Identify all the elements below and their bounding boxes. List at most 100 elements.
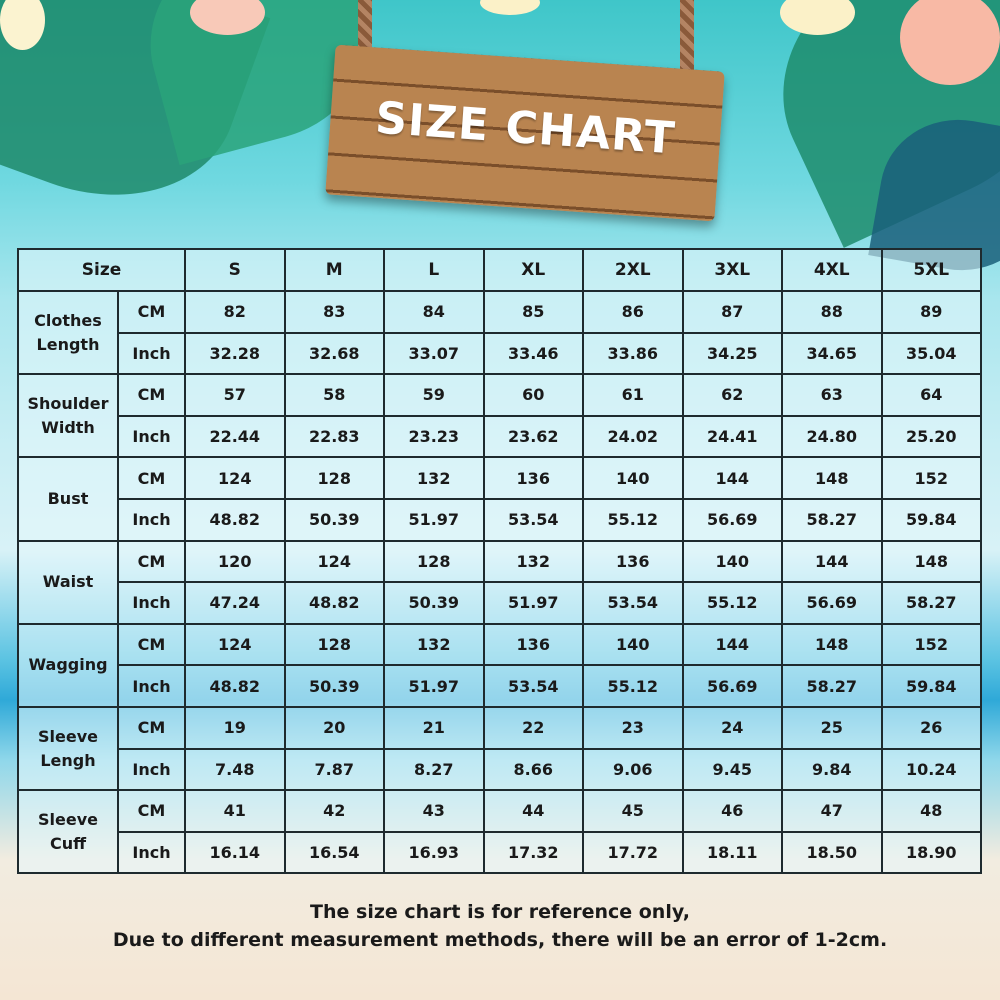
measurement-label-line: Shoulder (27, 393, 109, 413)
measurement-label: Waist (17, 539, 119, 625)
flower (190, 0, 265, 35)
table-cell: 23 (582, 705, 684, 750)
table-cell: 152 (880, 622, 982, 667)
table-cell: 24.80 (781, 414, 883, 459)
table-cell: 25 (781, 705, 883, 750)
table-cell: 47 (781, 789, 883, 833)
table-cell: 55.12 (582, 664, 684, 708)
unit-label: CM (117, 456, 186, 500)
table-cell: 58 (283, 373, 385, 417)
table-row: Inch 48.82 50.39 51.97 53.54 55.12 56.69 58.27 5… (18, 497, 982, 542)
unit-label: CM (117, 373, 186, 417)
header-row: Size S M L XL 2XL 3XL 4XL 5XL (17, 248, 982, 292)
table-cell: 53.54 (482, 664, 584, 708)
measurement-label: Wagging (17, 622, 119, 708)
table-cell: 59.84 (880, 664, 982, 708)
table-cell: 48.82 (283, 581, 385, 625)
table-cell: 46 (681, 789, 783, 833)
table-cell: 56.69 (681, 664, 783, 708)
table-cell: 22.83 (283, 414, 385, 459)
table-row: Bust CM 124 128 132 136 140 144 148 152 (17, 456, 982, 542)
table-row: Inch 48.82 50.39 51.97 53.54 55.12 56.69 58.27 5… (18, 664, 982, 708)
wooden-sign: SIZE CHART (325, 44, 725, 222)
table-cell: 82 (184, 290, 286, 334)
table-cell: 43 (383, 789, 485, 833)
table-cell: 16.93 (383, 830, 485, 875)
size-column-header: 2XL (582, 248, 684, 292)
table-cell: 24.02 (582, 414, 684, 459)
table-cell: 22 (482, 705, 584, 750)
table-cell: 148 (781, 622, 883, 667)
table-cell: 51.97 (383, 664, 485, 708)
table-cell: 128 (383, 539, 485, 584)
size-column-header: 3XL (681, 248, 783, 292)
table-cell: 132 (383, 456, 485, 500)
table-cell: 53.54 (582, 581, 684, 625)
flower (480, 0, 540, 15)
table-row: Shoulder Width CM 57 58 59 60 61 62 63 64 (17, 373, 982, 459)
table-cell: 9.06 (582, 747, 684, 792)
table-cell: 22.44 (184, 414, 286, 459)
size-chart-table: Size S M L XL 2XL 3XL 4XL 5XL Clothes Length CM 82 83… (17, 248, 982, 875)
table-cell: 16.54 (283, 830, 385, 875)
table-cell: 55.12 (582, 497, 684, 542)
table-cell: 50.39 (383, 581, 485, 625)
table-cell: 48.82 (184, 664, 286, 708)
table-cell: 20 (283, 705, 385, 750)
table-row: Wagging CM 124 128 132 136 140 144 148 152 (17, 622, 982, 708)
table-row: Clothes Length CM 82 83 84 85 86 87 88 89 (17, 289, 982, 376)
measurement-label-line: Width (41, 417, 95, 437)
size-column-header: 4XL (781, 248, 883, 292)
table-row: Sleeve Lengh CM 19 20 21 22 23 24 25 26 (17, 705, 982, 792)
table-cell: 32.68 (283, 331, 385, 376)
table-cell: 58.27 (880, 581, 982, 625)
measurement-label-line: Sleeve (38, 809, 98, 829)
table-cell: 19 (184, 705, 286, 750)
size-column-header: XL (482, 248, 584, 292)
table-cell: 53.54 (482, 497, 584, 542)
table-cell: 17.72 (582, 830, 684, 875)
table-cell: 51.97 (383, 497, 485, 542)
table-cell: 16.14 (184, 830, 286, 875)
table-cell: 23.62 (482, 414, 584, 459)
table-row: Inch 7.48 7.87 8.27 8.66 9.06 9.45 9.84 10.24 (18, 747, 982, 792)
table-cell: 61 (582, 373, 684, 417)
table-cell: 64 (880, 373, 982, 417)
measurement-label-line: Bust (47, 488, 89, 508)
size-column-header: 5XL (880, 248, 982, 292)
table-cell: 42 (283, 789, 385, 833)
table-cell: 9.45 (681, 747, 783, 792)
table-cell: 59.84 (880, 497, 982, 542)
table-cell: 48 (880, 789, 982, 833)
flower (900, 0, 1000, 85)
table-cell: 32.28 (184, 331, 286, 376)
table-cell: 144 (681, 456, 783, 500)
table-cell: 17.32 (482, 830, 584, 875)
table-cell: 132 (482, 539, 584, 584)
table-cell: 144 (681, 622, 783, 667)
measurement-label: Clothes Length (17, 289, 119, 376)
unit-label: CM (117, 539, 186, 584)
table-cell: 45 (582, 789, 684, 833)
table-cell: 44 (482, 789, 584, 833)
table-cell: 144 (781, 539, 883, 584)
table-cell: 56.69 (781, 581, 883, 625)
table-cell: 86 (582, 290, 684, 334)
unit-label: Inch (117, 581, 186, 625)
table-cell: 60 (482, 373, 584, 417)
flower (0, 0, 45, 50)
table-cell: 55.12 (681, 581, 783, 625)
measurement-label-line: Lengh (40, 750, 96, 770)
table-cell: 10.24 (880, 747, 982, 792)
table-cell: 47.24 (184, 581, 286, 625)
table-cell: 140 (582, 622, 684, 667)
table-cell: 8.27 (383, 747, 485, 792)
table-cell: 51.97 (482, 581, 584, 625)
table-cell: 25.20 (880, 414, 982, 459)
measurement-label-line: Waist (42, 572, 94, 592)
table-cell: 136 (482, 622, 584, 667)
measurement-label-line: Length (36, 334, 100, 354)
table-cell: 18.11 (681, 830, 783, 875)
table-row: Inch 32.28 32.68 33.07 33.46 33.86 34.25 34.65 3… (18, 331, 982, 376)
unit-label: Inch (117, 414, 186, 459)
